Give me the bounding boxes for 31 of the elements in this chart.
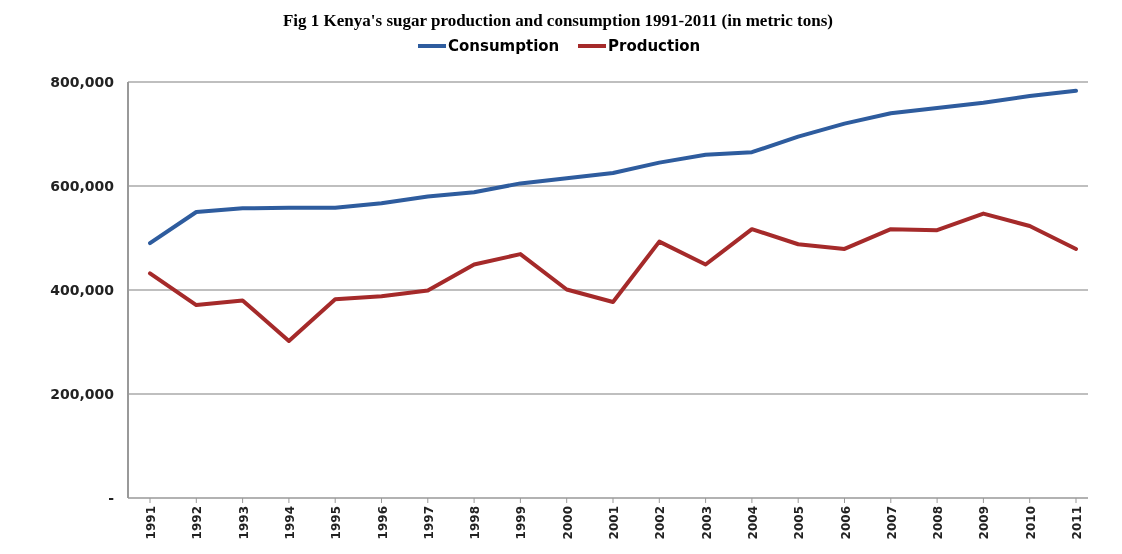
x-tick-label: 1997 [421,506,436,540]
x-tick-label: 1993 [236,506,251,540]
x-tick-label: 1998 [468,506,483,540]
y-tick-label: 200,000 [50,385,115,402]
x-tick-label: 1994 [282,506,297,540]
line-series [148,88,1078,246]
x-tick-label: 2006 [838,506,853,540]
y-tick-label: 600,000 [50,177,115,194]
x-tick-label: 2002 [653,506,668,540]
line-series [148,211,1078,343]
legend-label: Production [608,37,701,56]
x-tick-label: 2005 [792,506,807,540]
x-tick-label: 2008 [931,506,946,540]
y-tick-label: - [108,489,115,506]
x-tick-label: 1992 [190,506,205,540]
x-tick-label: 2001 [607,506,621,540]
legend-label: Consumption [448,37,560,56]
x-tick-label: 1996 [375,506,390,540]
x-tick-label: 2011 [1070,506,1084,540]
x-tick-label: 2009 [977,506,992,540]
x-tick-label: 2000 [560,506,575,540]
chart-title: Fig 1 Kenya's sugar production and consumption 1991-2011 (in metric tons) [282,11,834,30]
x-tick-label: 2007 [884,506,899,540]
y-tick-label: 800,000 [50,73,115,90]
x-tick-label: 2004 [745,506,760,540]
x-tick-label: 1991 [144,506,158,540]
x-tick-label: 2003 [699,506,714,540]
x-tick-label: 1999 [514,506,529,540]
y-tick-label: 400,000 [50,281,115,298]
x-tick-label: 2010 [1023,506,1038,540]
x-tick-label: 1995 [329,506,344,540]
